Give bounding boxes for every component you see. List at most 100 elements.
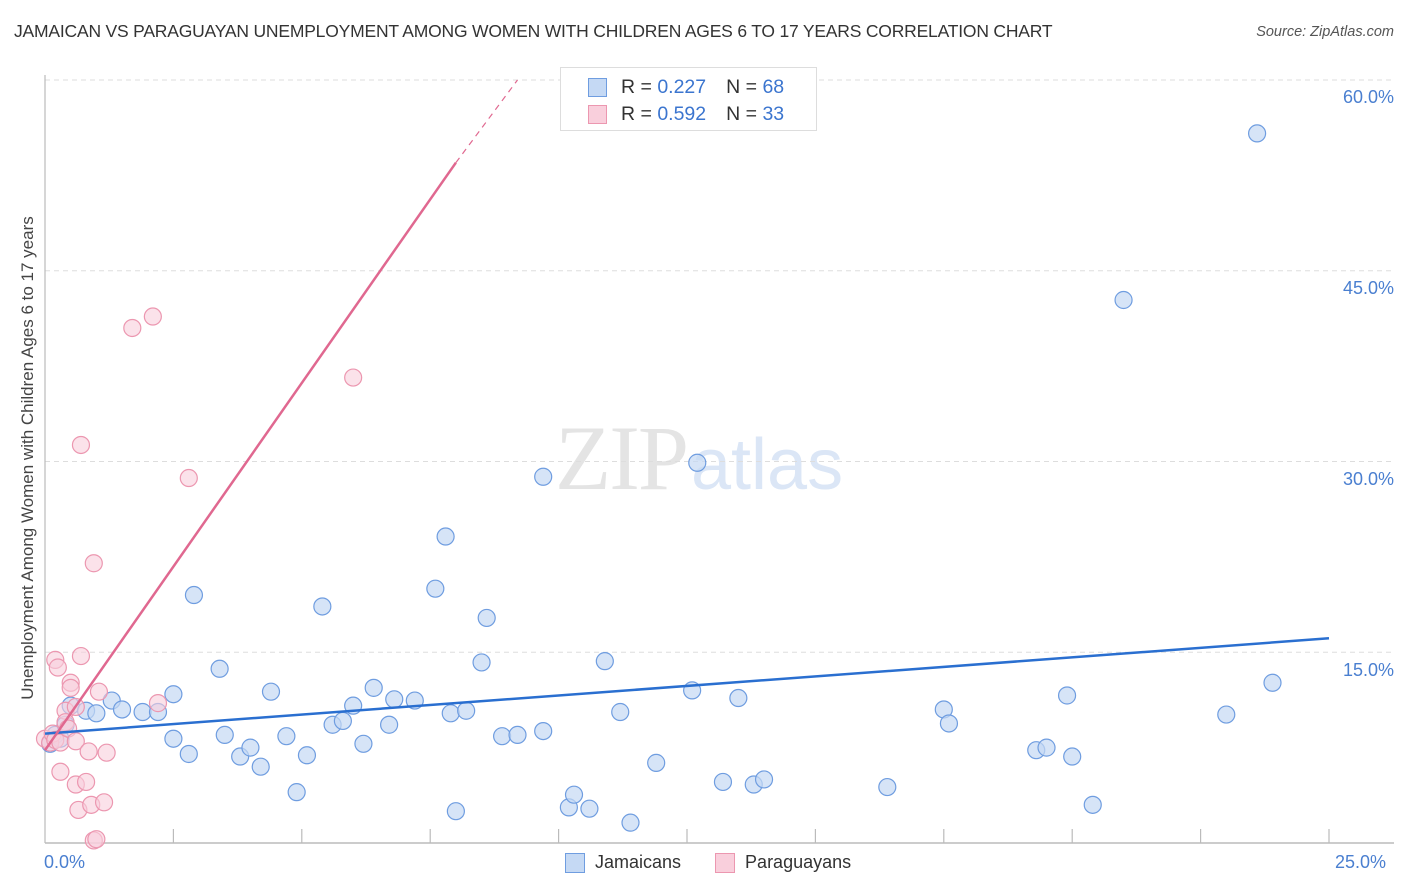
data-point[interactable]	[595, 652, 614, 671]
data-point[interactable]	[564, 785, 584, 804]
data-point[interactable]	[1263, 673, 1282, 692]
data-point[interactable]	[436, 527, 455, 546]
data-point[interactable]	[61, 678, 80, 697]
data-point[interactable]	[164, 685, 183, 704]
r-value: 0.592	[657, 102, 707, 125]
legend-row-paraguayans: R = 0.592 N = 33	[588, 102, 784, 126]
data-point[interactable]	[611, 702, 630, 722]
data-point[interactable]	[184, 585, 204, 605]
x-tick-min: 0.0%	[44, 852, 86, 872]
data-point[interactable]	[477, 608, 496, 628]
paraguayans-trend-line	[43, 161, 457, 751]
data-point[interactable]	[380, 715, 399, 734]
r-value: 0.227	[657, 75, 707, 98]
data-point[interactable]	[76, 772, 96, 792]
correlation-legend: R = 0.227 N = 68 R = 0.592 N = 33	[560, 67, 817, 131]
data-point[interactable]	[48, 658, 67, 677]
data-point[interactable]	[713, 772, 733, 792]
data-point[interactable]	[508, 725, 527, 745]
data-point[interactable]	[729, 688, 748, 708]
paraguayans-trend-extension	[455, 79, 518, 164]
data-point[interactable]	[1037, 738, 1056, 757]
data-point[interactable]	[112, 700, 132, 719]
data-point[interactable]	[754, 770, 774, 789]
data-point[interactable]	[133, 702, 152, 722]
data-point[interactable]	[493, 727, 512, 746]
jamaicans-swatch	[588, 77, 607, 97]
data-point[interactable]	[97, 743, 116, 762]
data-point[interactable]	[287, 783, 306, 802]
data-point[interactable]	[1247, 124, 1267, 143]
legend-item-jamaicans[interactable]: Jamaicans	[565, 852, 681, 873]
data-point[interactable]	[251, 757, 270, 776]
data-point[interactable]	[79, 742, 98, 761]
paraguayans-swatch	[588, 104, 607, 124]
data-point[interactable]	[364, 678, 383, 697]
data-point[interactable]	[71, 646, 91, 666]
data-point[interactable]	[210, 659, 229, 678]
data-point[interactable]	[688, 453, 707, 472]
data-point[interactable]	[51, 762, 70, 781]
data-point[interactable]	[66, 732, 85, 751]
data-point[interactable]	[878, 777, 897, 797]
legend-item-paraguayans[interactable]: Paraguayans	[715, 852, 851, 873]
data-point[interactable]	[84, 554, 103, 573]
data-point[interactable]	[1063, 747, 1082, 766]
data-point[interactable]	[534, 467, 553, 486]
series-legend: Jamaicans Paraguayans	[565, 852, 885, 873]
data-point[interactable]	[297, 746, 317, 765]
data-point[interactable]	[241, 738, 260, 757]
data-point[interactable]	[1217, 705, 1236, 724]
data-point[interactable]	[87, 704, 106, 723]
y-tick-15: 15.0%	[1342, 660, 1394, 680]
data-point[interactable]	[123, 318, 142, 338]
data-point[interactable]	[71, 435, 91, 455]
data-point[interactable]	[94, 793, 114, 812]
gridlines	[45, 79, 1394, 653]
data-point[interactable]	[1083, 795, 1102, 814]
data-point[interactable]	[426, 579, 445, 598]
paraguayans-swatch	[715, 852, 736, 873]
data-point[interactable]	[457, 701, 476, 720]
n-value: 33	[762, 102, 785, 125]
chart-title: JAMAICAN VS PARAGUAYAN UNEMPLOYMENT AMON…	[14, 21, 1053, 41]
data-point[interactable]	[621, 813, 640, 832]
y-tick-60: 60.0%	[1342, 87, 1394, 107]
trend-lines	[43, 79, 1330, 751]
data-point[interactable]	[261, 682, 281, 701]
n-label: N =	[726, 75, 758, 98]
data-point[interactable]	[333, 711, 352, 731]
data-point[interactable]	[143, 307, 162, 326]
r-label: R =	[621, 102, 652, 125]
data-point[interactable]	[354, 734, 373, 753]
data-point[interactable]	[580, 799, 599, 818]
data-point[interactable]	[344, 368, 363, 387]
data-point[interactable]	[1114, 290, 1133, 310]
n-value: 68	[762, 75, 785, 98]
jamaicans-swatch	[565, 852, 585, 873]
data-point[interactable]	[313, 597, 332, 616]
data-point[interactable]	[472, 653, 491, 672]
data-point[interactable]	[277, 727, 296, 746]
data-point[interactable]	[385, 690, 404, 709]
data-point[interactable]	[939, 714, 959, 733]
legend-row-jamaicans: R = 0.227 N = 68	[588, 75, 784, 99]
data-point[interactable]	[164, 729, 183, 748]
data-point[interactable]	[441, 704, 460, 723]
data-point[interactable]	[446, 802, 465, 821]
data-point[interactable]	[179, 468, 198, 488]
data-point[interactable]	[148, 694, 168, 713]
legend-label: Paraguayans	[745, 852, 852, 872]
x-tick-max: 25.0%	[1335, 852, 1387, 872]
data-point[interactable]	[179, 744, 198, 764]
data-point[interactable]	[87, 830, 106, 849]
data-point[interactable]	[534, 721, 553, 741]
data-point[interactable]	[89, 682, 109, 701]
paraguayans-points	[35, 307, 363, 850]
axes	[44, 75, 1394, 844]
data-point[interactable]	[1057, 686, 1077, 705]
r-label: R =	[621, 75, 652, 98]
data-point[interactable]	[647, 753, 666, 772]
data-point[interactable]	[215, 725, 234, 745]
